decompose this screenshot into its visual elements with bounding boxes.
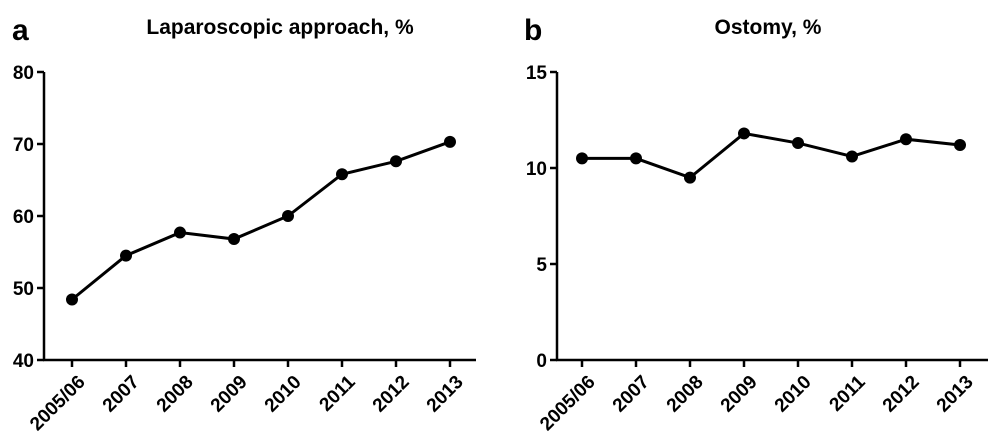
data-point [846, 150, 858, 163]
x-tick-label: 2011 [826, 371, 870, 415]
x-tick-label: 2008 [153, 372, 198, 417]
y-tick-label: 0 [536, 351, 547, 372]
y-tick-label: 70 [13, 135, 34, 156]
data-point [336, 168, 348, 181]
x-tick-label: 2012 [879, 372, 924, 417]
data-point [630, 152, 642, 165]
data-point [792, 137, 804, 150]
data-point [576, 152, 588, 165]
y-tick-label: 5 [536, 255, 547, 276]
x-tick-label: 2008 [663, 372, 708, 417]
chart-title: Laparoscopic approach, % [146, 16, 414, 39]
x-tick-label: 2005/06 [26, 372, 89, 435]
x-tick-label: 2007 [609, 372, 654, 417]
x-tick-label: 2009 [207, 372, 252, 417]
data-point [174, 226, 186, 239]
x-tick-label: 2013 [933, 372, 978, 417]
x-tick-label: 2010 [771, 372, 816, 417]
series-line [71, 140, 451, 301]
panel-letter: a [12, 14, 29, 47]
data-point [954, 138, 966, 151]
x-tick-label: 2009 [717, 372, 762, 417]
data-point [900, 133, 912, 146]
series-line [582, 131, 961, 180]
data-point [282, 210, 294, 222]
data-point [738, 127, 750, 140]
x-tick-label: 2007 [99, 372, 144, 417]
data-point [228, 233, 240, 246]
y-tick-label: 80 [13, 63, 34, 84]
y-tick-label: 40 [13, 351, 34, 372]
y-tick-label: 60 [13, 207, 34, 228]
chart-panel-a: a Laparoscopic approach, % 40 50 60 70 80 200… [12, 14, 476, 435]
y-tick-label: 10 [526, 159, 547, 180]
x-tick-label: 2013 [423, 372, 468, 417]
data-point [444, 135, 456, 148]
x-tick-label: 2012 [369, 372, 414, 417]
x-tick-label: 2010 [261, 372, 306, 417]
y-tick-label: 15 [526, 63, 548, 84]
x-tick-label: 2005/06 [536, 372, 599, 435]
panel-letter: b [524, 14, 542, 47]
y-tick-label: 50 [13, 279, 34, 300]
data-point [120, 249, 132, 262]
x-tick-label: 2011 [316, 371, 360, 415]
data-point [390, 155, 402, 168]
chart-title: Ostomy, % [715, 16, 822, 39]
data-point [684, 171, 696, 184]
data-point [66, 293, 78, 306]
